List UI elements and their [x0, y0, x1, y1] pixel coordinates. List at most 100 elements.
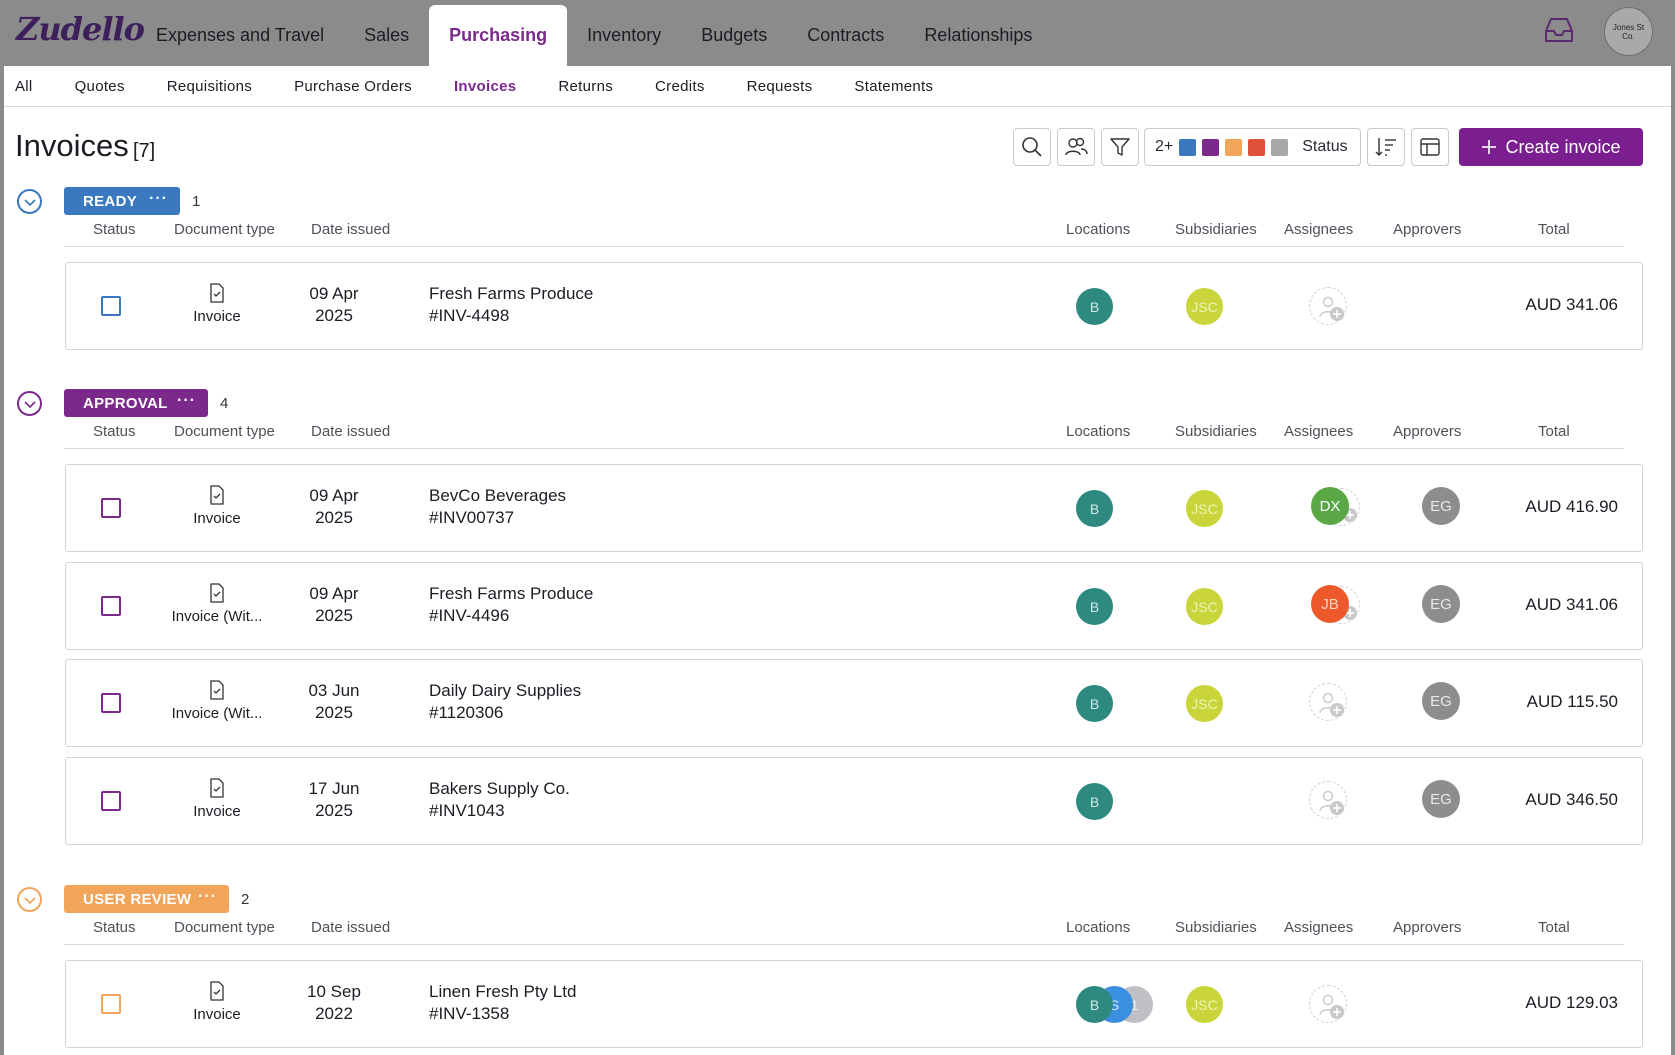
top-nav-sales[interactable]: Sales: [364, 25, 410, 45]
approver-avatar[interactable]: EG: [1422, 682, 1460, 720]
add-assignee-button[interactable]: [1309, 683, 1347, 721]
approver-avatar[interactable]: EG: [1422, 585, 1460, 623]
status-swatch-ready: [1179, 138, 1197, 156]
col-document-type[interactable]: Document type: [174, 423, 275, 440]
row-checkbox[interactable]: [101, 296, 121, 316]
top-nav-purchasing[interactable]: Purchasing: [429, 5, 568, 66]
filter-button[interactable]: [1101, 128, 1139, 166]
document-icon: [210, 283, 224, 303]
add-assignee-button[interactable]: [1309, 985, 1347, 1023]
row-checkbox[interactable]: [101, 994, 121, 1014]
top-nav-expenses-and-travel[interactable]: Expenses and Travel: [156, 25, 325, 45]
chevron-down-icon: [23, 400, 36, 408]
col-assignees[interactable]: Assignees: [1284, 221, 1354, 238]
add-assignee-button[interactable]: [1309, 781, 1347, 819]
group-badge-user-review[interactable]: USER REVIEW ···: [64, 885, 229, 913]
inbox-icon[interactable]: [1543, 16, 1575, 44]
add-assignee-button[interactable]: [1309, 287, 1347, 325]
group-toggle-ready[interactable]: [17, 189, 42, 214]
location-avatar[interactable]: B: [1076, 588, 1113, 625]
sub-nav-credits[interactable]: Credits: [655, 77, 705, 95]
supplier: Bakers Supply Co. #INV1043: [429, 778, 570, 822]
col-date-issued[interactable]: Date issued: [311, 919, 391, 936]
approver-avatar[interactable]: EG: [1422, 487, 1460, 525]
sub-nav-quotes[interactable]: Quotes: [74, 77, 125, 95]
col-document-type[interactable]: Document type: [174, 919, 275, 936]
col-subsidiaries[interactable]: Subsidiaries: [1175, 423, 1257, 440]
col-total[interactable]: Total: [1538, 423, 1570, 440]
row-checkbox[interactable]: [101, 596, 121, 616]
sub-nav-requisitions[interactable]: Requisitions: [166, 77, 253, 95]
col-date-issued[interactable]: Date issued: [311, 221, 391, 238]
approver-avatar[interactable]: EG: [1422, 780, 1460, 818]
sub-nav-requests[interactable]: Requests: [746, 77, 813, 95]
row-checkbox[interactable]: [101, 693, 121, 713]
subsidiary-avatar[interactable]: JSC: [1186, 685, 1223, 722]
assignee-avatar[interactable]: DX: [1311, 487, 1349, 525]
row-checkbox[interactable]: [101, 791, 121, 811]
group-more-icon[interactable]: ···: [149, 190, 168, 207]
sub-nav-statements[interactable]: Statements: [854, 77, 934, 95]
col-subsidiaries[interactable]: Subsidiaries: [1175, 221, 1257, 238]
table-row[interactable]: Invoice (Wit... 03 Jun 2025 Daily Dairy S…: [65, 659, 1643, 747]
col-status[interactable]: Status: [93, 423, 136, 440]
subsidiary-avatar[interactable]: JSC: [1186, 490, 1223, 527]
status-filter-count: 2+: [1155, 138, 1174, 155]
col-date-issued[interactable]: Date issued: [311, 423, 391, 440]
subsidiary-avatar[interactable]: JSC: [1186, 288, 1223, 325]
group-toggle-approval[interactable]: [17, 391, 42, 416]
group-badge-approval[interactable]: APPROVAL ···: [64, 389, 208, 417]
supplier: Fresh Farms Produce #INV-4496: [429, 583, 593, 627]
top-nav-contracts[interactable]: Contracts: [807, 25, 885, 45]
col-locations[interactable]: Locations: [1066, 919, 1131, 936]
top-nav-relationships[interactable]: Relationships: [924, 25, 1033, 45]
sub-nav-all[interactable]: All: [15, 77, 33, 95]
table-row[interactable]: Invoice 10 Sep 2022 Linen Fresh Pty Ltd #I…: [65, 960, 1643, 1048]
top-nav-budgets[interactable]: Budgets: [701, 25, 768, 45]
col-status[interactable]: Status: [93, 919, 136, 936]
table-row[interactable]: Invoice 09 Apr 2025 BevCo Beverages #INV00…: [65, 464, 1643, 552]
location-avatar[interactable]: B: [1076, 490, 1113, 527]
col-assignees[interactable]: Assignees: [1284, 919, 1354, 936]
location-avatar[interactable]: B: [1076, 288, 1113, 325]
app-logo[interactable]: Zudello: [16, 10, 145, 48]
location-avatar[interactable]: B: [1076, 986, 1113, 1023]
location-avatar[interactable]: B: [1076, 783, 1113, 820]
subsidiary-avatar[interactable]: JSC: [1186, 588, 1223, 625]
table-row[interactable]: Invoice 09 Apr 2025 Fresh Farms Produce #I…: [65, 262, 1643, 350]
col-approvers[interactable]: Approvers: [1393, 221, 1462, 238]
col-locations[interactable]: Locations: [1066, 221, 1131, 238]
location-avatar[interactable]: B: [1076, 685, 1113, 722]
col-document-type[interactable]: Document type: [174, 221, 275, 238]
table-row[interactable]: Invoice 17 Jun 2025 Bakers Supply Co. #INV…: [65, 757, 1643, 845]
col-assignees[interactable]: Assignees: [1284, 423, 1354, 440]
users-icon: [1065, 137, 1088, 156]
subsidiary-avatar[interactable]: JSC: [1186, 986, 1223, 1023]
col-approvers[interactable]: Approvers: [1393, 423, 1462, 440]
col-locations[interactable]: Locations: [1066, 423, 1131, 440]
table-row[interactable]: Invoice (Wit... 09 Apr 2025 Fresh Farms P…: [65, 562, 1643, 650]
users-filter-button[interactable]: [1057, 128, 1095, 166]
sub-nav-invoices[interactable]: Invoices: [453, 77, 517, 95]
sort-button[interactable]: [1367, 128, 1405, 166]
row-checkbox[interactable]: [101, 498, 121, 518]
sub-nav-returns[interactable]: Returns: [558, 77, 614, 95]
sub-nav: All Quotes Requisitions Purchase Orders …: [4, 66, 1671, 107]
group-badge-ready[interactable]: READY ···: [64, 187, 180, 215]
layout-button[interactable]: [1411, 128, 1449, 166]
assignee-avatar[interactable]: JB: [1311, 585, 1349, 623]
create-invoice-button[interactable]: Create invoice: [1459, 128, 1643, 166]
group-more-icon[interactable]: ···: [198, 888, 217, 905]
group-more-icon[interactable]: ···: [177, 392, 196, 409]
status-filter[interactable]: 2+ Status: [1144, 128, 1361, 166]
sub-nav-purchase-orders[interactable]: Purchase Orders: [294, 77, 412, 95]
search-button[interactable]: [1013, 128, 1051, 166]
col-total[interactable]: Total: [1538, 919, 1570, 936]
top-nav-inventory[interactable]: Inventory: [587, 25, 662, 45]
col-total[interactable]: Total: [1538, 221, 1570, 238]
col-approvers[interactable]: Approvers: [1393, 919, 1462, 936]
col-subsidiaries[interactable]: Subsidiaries: [1175, 919, 1257, 936]
org-avatar[interactable]: Jones St Co.: [1604, 7, 1653, 56]
group-toggle-user-review[interactable]: [17, 887, 42, 912]
col-status[interactable]: Status: [93, 221, 136, 238]
